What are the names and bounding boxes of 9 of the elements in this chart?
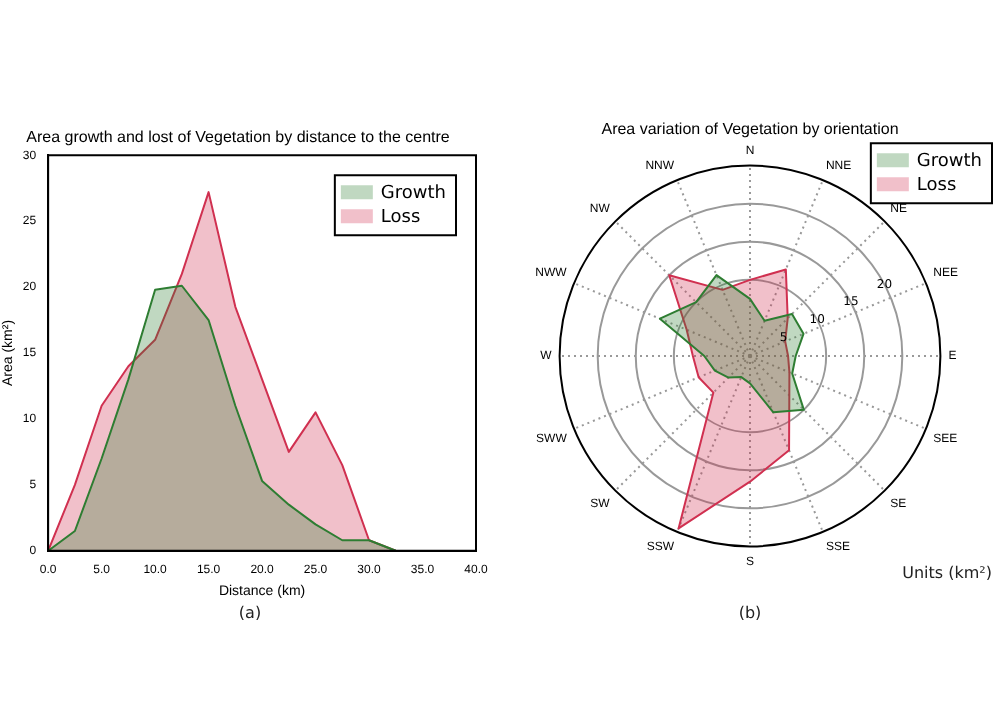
chart-title: Area variation of Vegetation by orientation — [601, 120, 899, 139]
text: (a) — [238, 604, 262, 622]
text: Units (km²) — [902, 564, 992, 582]
legend-label: Growth — [380, 183, 446, 204]
legend-label: Loss — [380, 207, 421, 228]
legend-label: Growth — [916, 151, 982, 172]
text: (b) — [738, 604, 762, 622]
chart-title: Area growth and lost of Vegetation by distance to the centre — [26, 128, 451, 147]
legend-label: Loss — [916, 175, 957, 196]
